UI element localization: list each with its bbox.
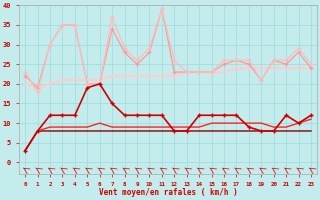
- X-axis label: Vent moyen/en rafales ( km/h ): Vent moyen/en rafales ( km/h ): [99, 188, 237, 197]
